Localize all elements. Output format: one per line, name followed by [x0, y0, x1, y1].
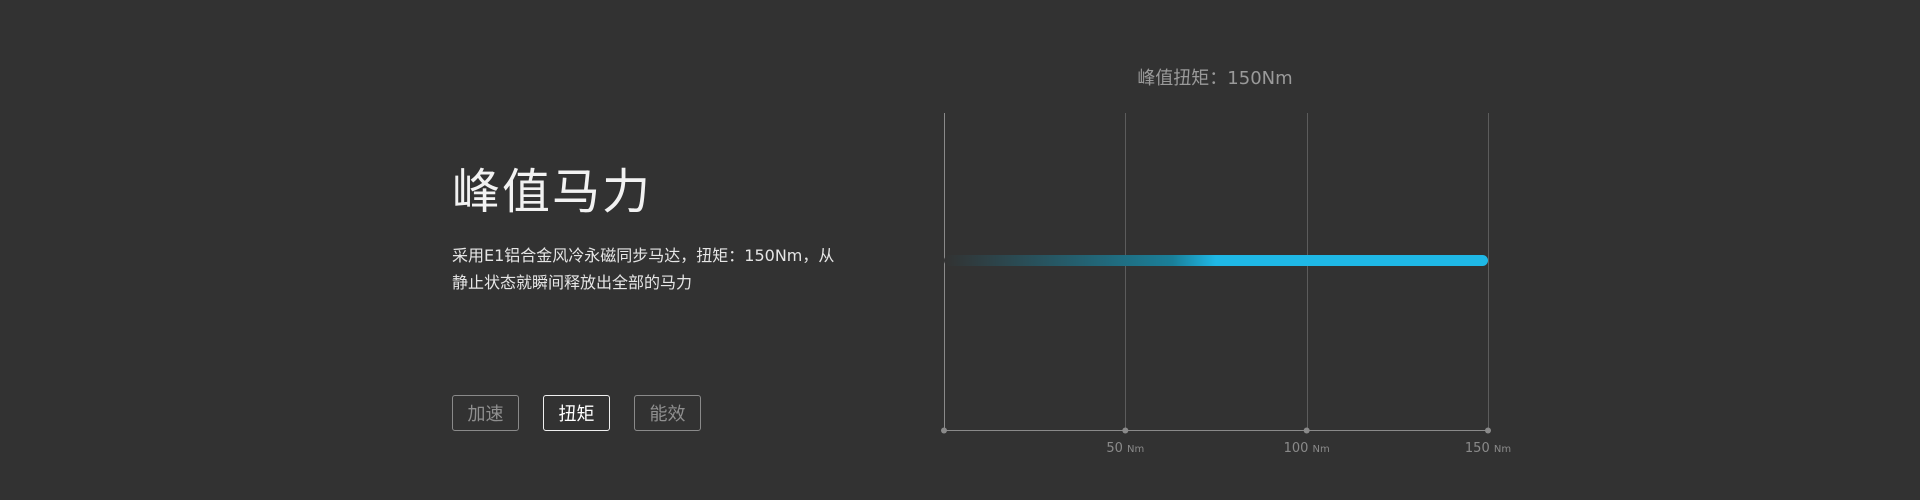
tick-label-150: 150 Nm — [1465, 441, 1511, 456]
tick-dot-50 — [1122, 427, 1129, 434]
axis-origin-dot — [941, 427, 947, 434]
tick-dot-150 — [1485, 427, 1491, 434]
section-title: 峰值马力 — [452, 164, 653, 220]
tick-label-100: 100 Nm — [1284, 441, 1330, 456]
description-line-2: 静止状态就瞬间释放出全部的马力 — [452, 273, 693, 292]
description-line-1: 采用E1铝合金风冷永磁同步马达，扭矩：150Nm，从 — [452, 246, 835, 265]
tab-torque[interactable]: 扭矩 — [543, 395, 610, 431]
metric-tabs: 加速 扭矩 能效 — [452, 395, 701, 431]
chart-title: 峰值扭矩：150Nm — [1137, 68, 1293, 89]
tab-efficiency[interactable]: 能效 — [634, 395, 701, 431]
tab-acceleration[interactable]: 加速 — [452, 395, 519, 431]
tick-dot-100 — [1303, 427, 1310, 434]
torque-bar — [944, 255, 1488, 266]
feature-panel: 峰值马力 采用E1铝合金风冷永磁同步马达，扭矩：150Nm，从 静止状态就瞬间释… — [452, 0, 872, 500]
tick-label-50: 50 Nm — [1106, 441, 1144, 456]
section-description: 采用E1铝合金风冷永磁同步马达，扭矩：150Nm，从 静止状态就瞬间释放出全部的… — [452, 242, 862, 296]
